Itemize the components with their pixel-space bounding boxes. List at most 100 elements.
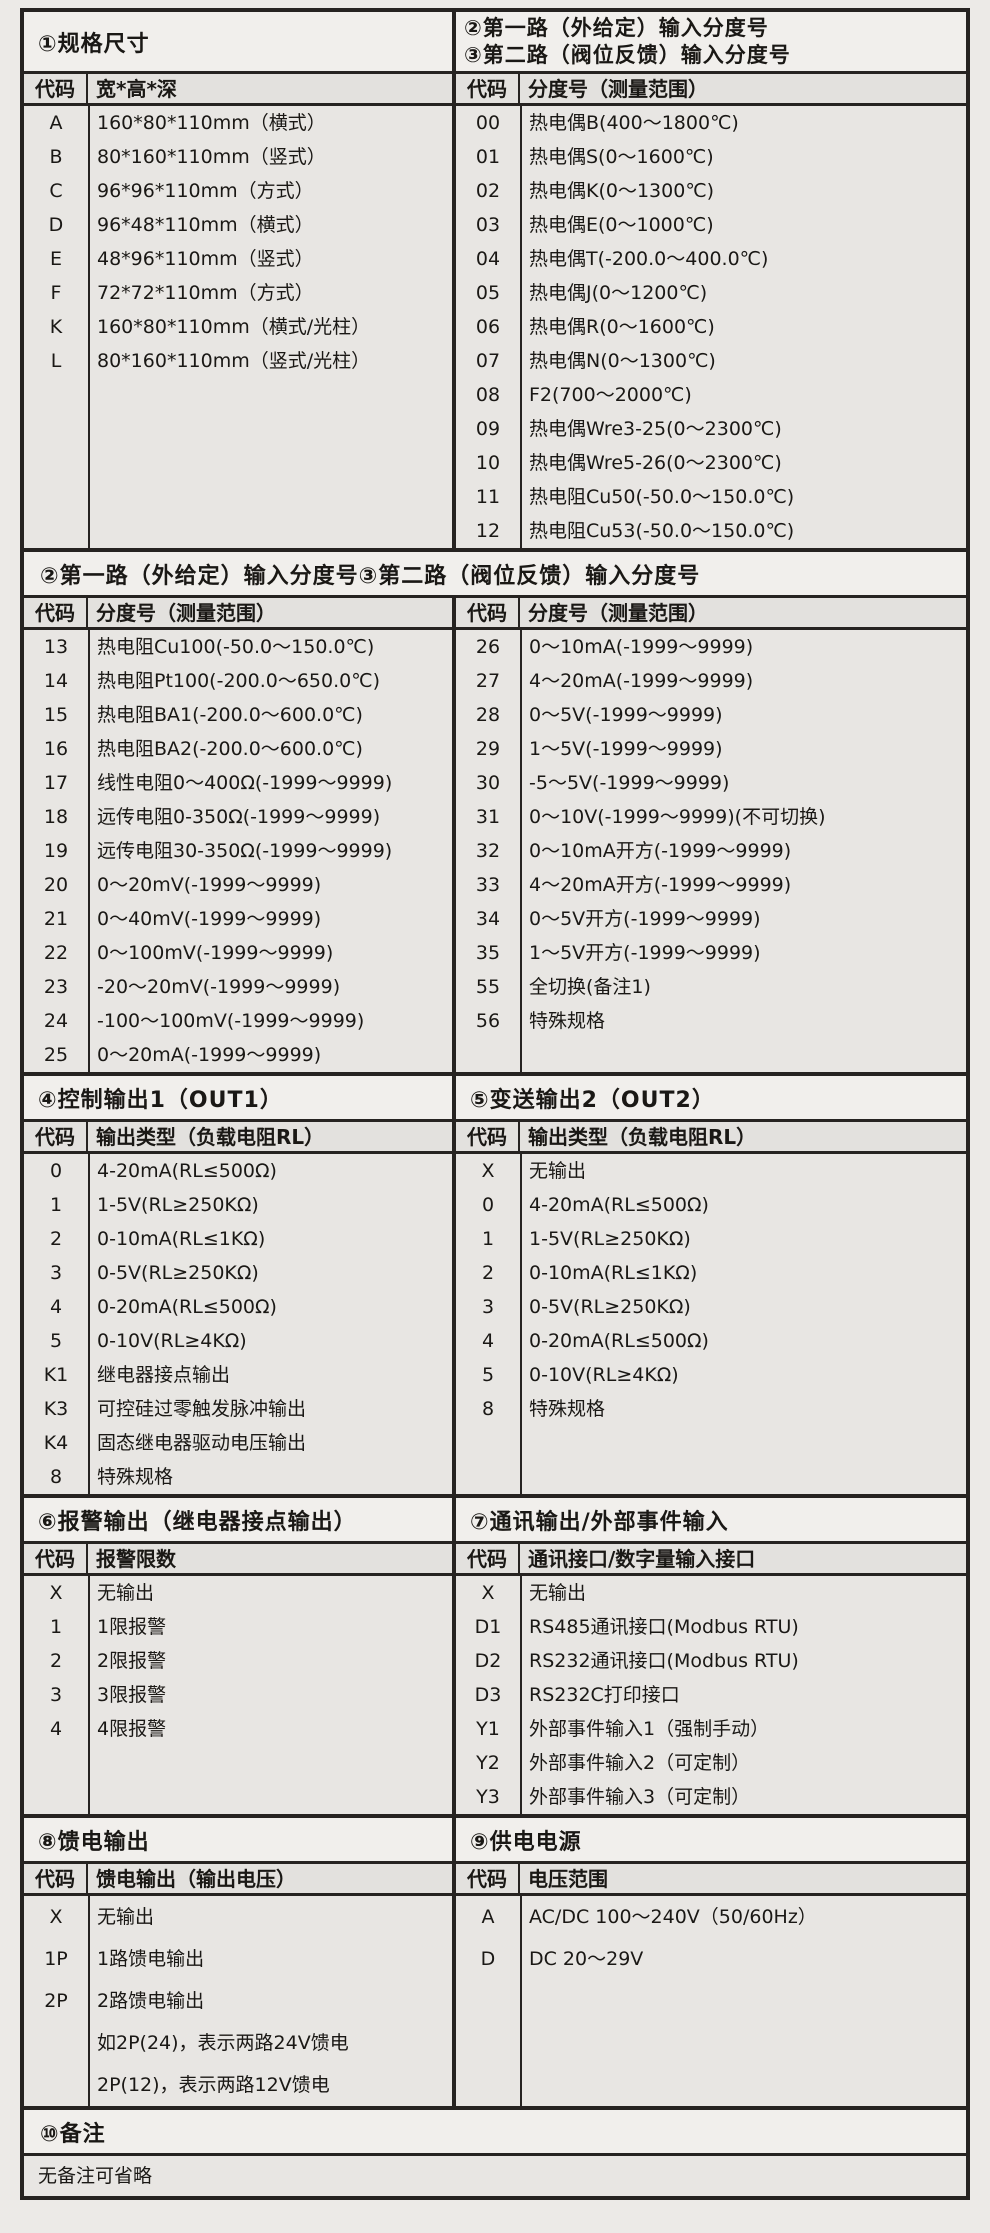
- desc-cell: 无输出: [529, 1582, 587, 1604]
- desc-cell: 1-5V(RL≥250KΩ): [529, 1228, 691, 1250]
- table-row: Y1 外部事件输入1（强制手动）: [456, 1712, 966, 1746]
- rows-zone: A 160*80*110mm（横式） B 80*160*110mm（竖式） C 96*96…: [24, 106, 966, 548]
- table-row: K3 可控硅过零触发脉冲输出: [24, 1392, 452, 1426]
- code-cell: X: [49, 1906, 63, 1928]
- title-band: ⑧馈电输出 ⑨供电电源: [24, 1818, 966, 1864]
- desc-cell: 继电器接点输出: [97, 1364, 231, 1386]
- table-row: 2 2限报警: [24, 1644, 452, 1678]
- code-cell: 4: [49, 1718, 63, 1740]
- section8-title: ⑧馈电输出: [24, 1818, 456, 1861]
- desc-cell: 1-5V(RL≥250KΩ): [97, 1194, 259, 1216]
- code-cell: 31: [475, 806, 501, 828]
- table-row: 35 1～5V开方(-1999～9999): [456, 936, 966, 970]
- table-row: 17 线性电阻0～400Ω(-1999～9999): [24, 766, 452, 800]
- code-cell: A: [49, 112, 63, 134]
- desc-cell: 1路馈电输出: [97, 1948, 205, 1970]
- desc-cell: 热电偶E(0～1000℃): [529, 214, 714, 236]
- table-row: K1 继电器接点输出: [24, 1358, 452, 1392]
- code-cell: 13: [43, 636, 69, 658]
- code-cell: F: [50, 282, 62, 304]
- title-band: ④控制输出1（OUT1） ⑤变送输出2（OUT2）: [24, 1076, 966, 1122]
- table-row: D2 RS232通讯接口(Modbus RTU): [456, 1644, 966, 1678]
- code-cell: 56: [475, 1010, 501, 1032]
- table-row: 00 热电偶B(400～1800℃): [456, 106, 966, 140]
- code-cell: C: [49, 180, 63, 202]
- desc-cell: 1～5V开方(-1999～9999): [529, 942, 761, 964]
- table-row: 4 4限报警: [24, 1712, 452, 1746]
- section4-title-text: ④控制输出1（OUT1）: [38, 1087, 283, 1113]
- voltage-range-column-header: 电压范围: [528, 1867, 608, 1891]
- desc-cell: 热电偶N(0～1300℃): [529, 350, 716, 372]
- table-row: 3 0-5V(RL≥250KΩ): [24, 1256, 452, 1290]
- desc-cell: 0-5V(RL≥250KΩ): [529, 1296, 691, 1318]
- table-row: 8 特殊规格: [24, 1460, 452, 1494]
- section7-title: ⑦通讯输出/外部事件输入: [456, 1498, 966, 1541]
- code-column-header: 代码: [24, 1864, 88, 1893]
- desc-cell: 全切换(备注1): [529, 976, 651, 998]
- desc-cell: 热电阻BA2(-200.0～600.0℃): [97, 738, 363, 760]
- section-remark: ⑩备注 无备注可省略: [24, 2110, 966, 2196]
- table-row: 25 0～20mA(-1999～9999): [24, 1038, 452, 1072]
- table-row: 1 1-5V(RL≥250KΩ): [456, 1222, 966, 1256]
- desc-cell: 0-10V(RL≥4KΩ): [529, 1364, 679, 1386]
- desc-cell: 4-20mA(RL≤500Ω): [97, 1160, 277, 1182]
- section6-title-text: ⑥报警输出（继电器接点输出）: [38, 1509, 357, 1535]
- table-row: 27 4～20mA(-1999～9999): [456, 664, 966, 698]
- section9-title: ⑨供电电源: [456, 1818, 966, 1861]
- table-row: 16 热电阻BA2(-200.0～600.0℃): [24, 732, 452, 766]
- code-cell: 27: [475, 670, 501, 692]
- section1-title: ①规格尺寸: [24, 12, 456, 71]
- desc-cell: 4-20mA(RL≤500Ω): [529, 1194, 709, 1216]
- section-feed-power: ⑧馈电输出 ⑨供电电源 代码 馈电输出（输出电压） 代码 电压范围 X 无输出 1P: [24, 1818, 966, 2110]
- desc-cell: 2限报警: [97, 1650, 167, 1672]
- size-column-header: 宽*高*深: [96, 77, 177, 101]
- section23-rows: 00 热电偶B(400～1800℃) 01 热电偶S(0～1600℃) 02 热电偶K(0…: [456, 106, 966, 548]
- code-cell: 33: [475, 874, 501, 896]
- desc-cell: 0～5V开方(-1999～9999): [529, 908, 761, 930]
- mid-left-rows: 13 热电阻Cu100(-50.0～150.0℃) 14 热电阻Pt100(-200.…: [24, 630, 456, 1072]
- table-row: X 无输出: [456, 1576, 966, 1610]
- desc-cell: 0-20mA(RL≤500Ω): [529, 1330, 709, 1352]
- code-cell: 5: [481, 1364, 495, 1386]
- section5-rows: X 无输出 0 4-20mA(RL≤500Ω) 1 1-5V(RL≥250KΩ) 2 0-10…: [456, 1154, 966, 1494]
- desc-cell: 热电阻Cu50(-50.0～150.0℃): [529, 486, 795, 508]
- table-row: L 80*160*110mm（竖式/光柱）: [24, 344, 452, 378]
- desc-cell: 4～20mA开方(-1999～9999): [529, 874, 792, 896]
- column-header-row: 代码 馈电输出（输出电压） 代码 电压范围: [24, 1864, 966, 1896]
- code-column-header: 代码: [456, 1544, 520, 1573]
- code-cell: 2: [49, 1228, 63, 1250]
- code-cell: 06: [475, 316, 501, 338]
- table-row: 08 F2(700～2000℃): [456, 378, 966, 412]
- section4-rows: 0 4-20mA(RL≤500Ω) 1 1-5V(RL≥250KΩ) 2 0-10mA(R…: [24, 1154, 456, 1494]
- rows-zone: X 无输出 1P 1路馈电输出 2P 2路馈电输出 如2P(24)，表示两路24V馈电 2P(…: [24, 1896, 966, 2106]
- code-cell: 14: [43, 670, 69, 692]
- table-row: 2P(12)，表示两路12V馈电: [24, 2064, 452, 2106]
- table-row: D1 RS485通讯接口(Modbus RTU): [456, 1610, 966, 1644]
- table-row: 32 0～10mA开方(-1999～9999): [456, 834, 966, 868]
- desc-cell: 3限报警: [97, 1684, 167, 1706]
- desc-cell: 外部事件输入1（强制手动）: [529, 1718, 770, 1740]
- code-cell: 3: [49, 1262, 63, 1284]
- desc-cell: 热电偶R(0～1600℃): [529, 316, 715, 338]
- table-row: 01 热电偶S(0～1600℃): [456, 140, 966, 174]
- table-row: 如2P(24)，表示两路24V馈电: [24, 2022, 452, 2064]
- rows-zone: 0 4-20mA(RL≤500Ω) 1 1-5V(RL≥250KΩ) 2 0-10mA(R…: [24, 1154, 966, 1494]
- code-cell: 00: [475, 112, 501, 134]
- code-cell: 18: [43, 806, 69, 828]
- desc-cell: 0～10mA开方(-1999～9999): [529, 840, 792, 862]
- section9-headers: 代码 电压范围: [456, 1864, 966, 1893]
- desc-cell: 无输出: [97, 1906, 155, 1928]
- desc-cell: DC 20～29V: [529, 1948, 644, 1970]
- desc-cell: 热电偶S(0～1600℃): [529, 146, 714, 168]
- table-row: Y2 外部事件输入2（可定制）: [456, 1746, 966, 1780]
- code-cell: E: [49, 248, 62, 270]
- code-cell: Y1: [476, 1718, 500, 1740]
- desc-cell: 80*160*110mm（竖式）: [97, 146, 326, 168]
- code-cell: 12: [475, 520, 501, 542]
- code-cell: D: [480, 1948, 496, 1970]
- desc-cell: AC/DC 100～240V（50/60Hz）: [529, 1906, 817, 1928]
- desc-cell: 0～20mV(-1999～9999): [97, 874, 322, 896]
- code-cell: 4: [49, 1296, 63, 1318]
- table-row: D 96*48*110mm（横式）: [24, 208, 452, 242]
